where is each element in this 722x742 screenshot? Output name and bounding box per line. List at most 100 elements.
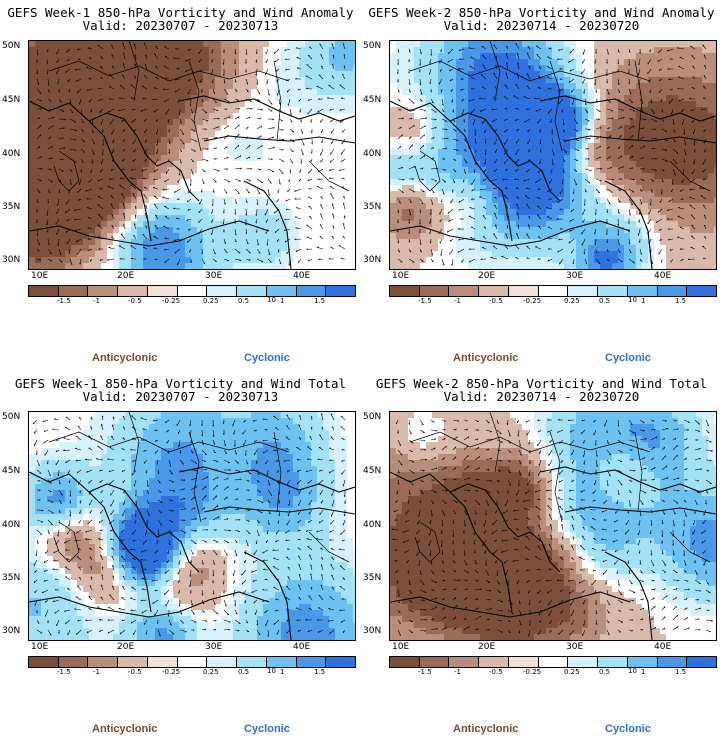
colorbar-swatch: [418, 286, 449, 296]
map-plot: [28, 40, 356, 270]
cb-label: 1: [280, 297, 285, 305]
lat-label-30n: 30N: [363, 626, 382, 636]
coastline: [203, 135, 355, 144]
panel-title: GEFS Week-2 850-hPa Vorticity and Wind A…: [368, 5, 715, 20]
coastline: [53, 150, 80, 192]
legend-cyclonic: Cyclonic: [605, 723, 651, 735]
coastline: [489, 41, 501, 102]
lat-label-35n: 35N: [363, 573, 382, 583]
colorbar-swatch: [478, 657, 508, 667]
coastline: [29, 471, 152, 613]
panel-valid: Valid: 20230714 - 20230720: [443, 18, 640, 33]
coastline: [390, 591, 631, 618]
coastline: [539, 466, 716, 493]
map-plot: [389, 40, 717, 270]
colorbar-swatch: [537, 286, 568, 296]
cb-label: -0.25: [523, 297, 542, 305]
cb-label: -1.5: [57, 668, 71, 676]
coastline: [449, 112, 561, 202]
coastline: [409, 60, 651, 82]
cb-label: -1.5: [418, 668, 432, 676]
lat-label-35n: 35N: [363, 202, 382, 212]
cb-label: 1: [641, 297, 646, 305]
lat-label-45n: 45N: [2, 95, 21, 105]
coastline: [53, 521, 80, 563]
colorbar-swatch: [686, 657, 717, 667]
coastline: [128, 41, 140, 102]
coastline: [390, 471, 513, 613]
legend-anticyclonic: Anticyclonic: [453, 352, 519, 364]
lon-label-30e: 30E: [566, 271, 584, 281]
colorbar-swatch: [507, 657, 538, 667]
lon-label-20e: 20E: [478, 271, 496, 281]
colorbar-swatch: [265, 657, 296, 667]
coastline: [203, 506, 355, 515]
colorbar-swatch: [146, 657, 177, 667]
panel-week2-anomaly: GEFS Week-2 850-hPa Vorticity and Wind A…: [361, 0, 722, 371]
coastline: [128, 412, 140, 473]
legend-cyclonic: Cyclonic: [244, 723, 290, 735]
legend-anticyclonic: Anticyclonic: [453, 723, 519, 735]
cb-label: 1.5: [314, 668, 326, 676]
cb-label: 0.5: [238, 297, 250, 305]
colorbar: [28, 285, 356, 297]
cb-label: -1.5: [57, 297, 71, 305]
panel-week1-total: GEFS Week-1 850-hPa Vorticity and Wind T…: [0, 371, 361, 742]
colorbar-swatch: [176, 657, 207, 667]
lon-label-20e: 20E: [117, 271, 135, 281]
cb-label: 0.5: [599, 297, 611, 305]
panel-title: GEFS Week-2 850-hPa Vorticity and Wind T…: [375, 376, 708, 391]
colorbar-swatch: [507, 286, 538, 296]
colorbar-swatch: [236, 657, 266, 667]
coastline: [88, 112, 200, 202]
lat-label-50n: 50N: [363, 412, 382, 422]
coastline: [564, 506, 716, 515]
cb-label: 1.5: [314, 297, 326, 305]
cb-label: 0.25: [203, 668, 219, 676]
lat-label-45n: 45N: [363, 95, 382, 105]
lat-label-30n: 30N: [2, 626, 21, 636]
lon-label-10e: 10E: [31, 271, 49, 281]
legend-anticyclonic: Anticyclonic: [92, 723, 158, 735]
lon-label-20e: 20E: [117, 642, 135, 652]
lat-label-40n: 40N: [363, 520, 382, 530]
lon-label-10e: 10E: [392, 271, 410, 281]
coastline: [243, 180, 292, 269]
lat-label-35n: 35N: [2, 573, 21, 583]
lat-label-30n: 30N: [2, 255, 21, 265]
cb-label: -0.5: [489, 297, 503, 305]
coastline: [188, 431, 202, 523]
map-plot: [389, 411, 717, 641]
coastline: [29, 220, 270, 247]
colorbar-swatch: [206, 286, 237, 296]
cb-label: -1: [93, 668, 100, 676]
lat-label-35n: 35N: [2, 202, 21, 212]
colorbar-swatch: [567, 657, 598, 667]
coastline: [48, 60, 290, 82]
lat-label-40n: 40N: [2, 520, 21, 530]
coastline: [273, 431, 282, 513]
coastline: [48, 431, 290, 453]
colorbar-swatch: [418, 657, 449, 667]
colorbar: [389, 656, 717, 668]
coastline: [390, 220, 631, 247]
coastline: [539, 95, 716, 122]
coastline: [449, 483, 561, 573]
lat-label-50n: 50N: [2, 41, 21, 51]
cb-label: -0.25: [523, 668, 542, 676]
panel-valid: Valid: 20230707 - 20230713: [82, 18, 279, 33]
panel-valid: Valid: 20230707 - 20230713: [82, 389, 279, 404]
cb-unit: 10: [267, 296, 276, 304]
coastline: [29, 591, 270, 618]
lon-label-10e: 10E: [392, 642, 410, 652]
panel-title: GEFS Week-1 850-hPa Vorticity and Wind T…: [14, 376, 347, 391]
cb-label: -0.5: [489, 668, 503, 676]
colorbar-swatch: [597, 657, 627, 667]
lat-label-45n: 45N: [2, 466, 21, 476]
panel-week1-anomaly: GEFS Week-1 850-hPa Vorticity and Wind A…: [0, 0, 361, 371]
colorbar-swatch: [656, 286, 687, 296]
coastline: [414, 521, 441, 563]
colorbar-swatch: [448, 286, 479, 296]
cb-label: 0.25: [564, 297, 580, 305]
colorbar-swatch: [206, 657, 237, 667]
